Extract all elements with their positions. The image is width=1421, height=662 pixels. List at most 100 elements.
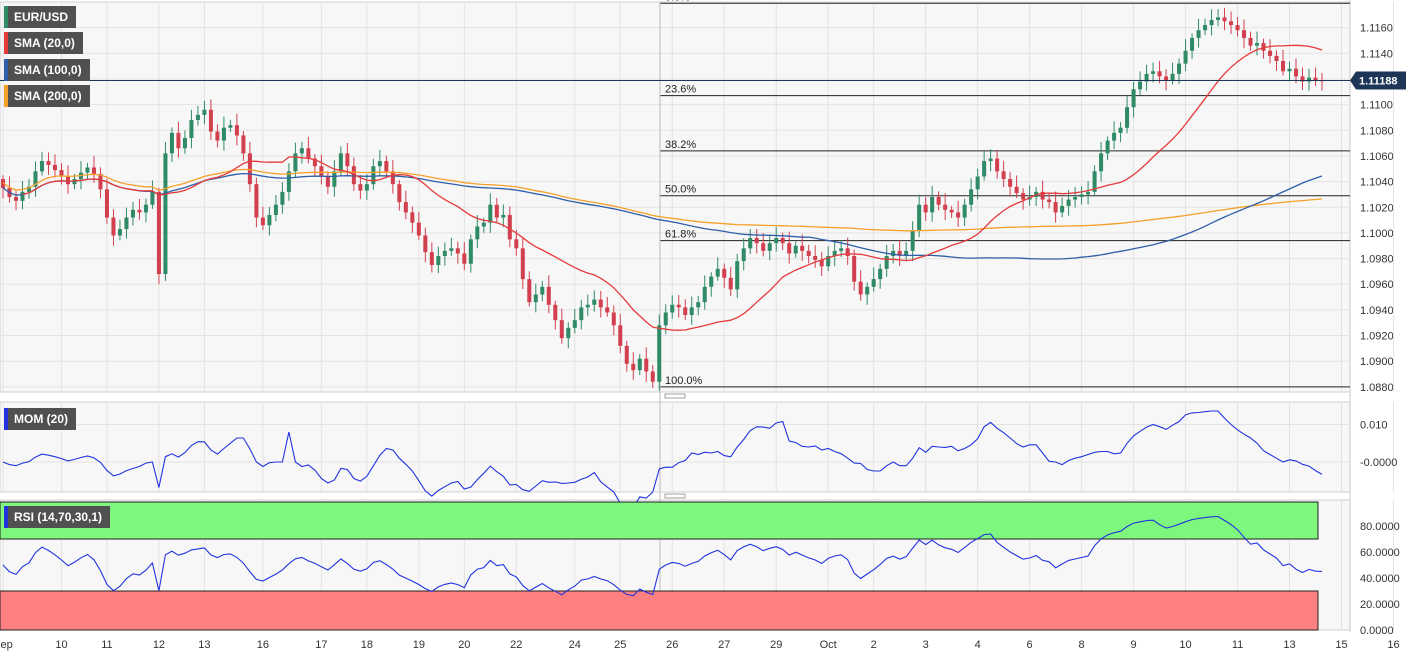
candle-body: [631, 363, 636, 371]
candle-body: [488, 204, 493, 223]
price-tick-label: 1.1020: [1360, 202, 1394, 214]
candle-body: [299, 148, 304, 154]
candle-body: [1313, 77, 1318, 81]
candle-body: [1144, 73, 1149, 82]
candle-body: [806, 250, 811, 257]
candle-body: [1229, 21, 1234, 26]
candle-body: [1138, 81, 1143, 90]
rsi-tick-label: 60.0000: [1360, 547, 1400, 559]
fib-level-label: 23.6%: [665, 84, 696, 96]
candle-body: [644, 358, 649, 372]
x-tick-label: 15: [1335, 639, 1347, 651]
candle-body: [748, 238, 753, 249]
sma200-line: [2, 168, 1323, 232]
candle-body: [312, 158, 317, 167]
candle-body: [306, 148, 311, 159]
candle-body: [1118, 127, 1123, 133]
candle-body: [637, 358, 642, 371]
candle-body: [26, 186, 32, 192]
sma20-legend[interactable]: SMA (20,0): [4, 32, 83, 54]
candle-body: [1086, 191, 1091, 195]
candle-body: [1196, 30, 1201, 38]
mom-legend[interactable]: MOM (20): [4, 408, 76, 430]
candle-body: [546, 286, 551, 305]
candle-body: [878, 268, 883, 280]
candle-body: [572, 320, 577, 328]
candle-body: [949, 209, 954, 213]
sma20-line: [22, 44, 1323, 331]
candle-body: [858, 281, 863, 295]
candle-body: [585, 304, 590, 308]
rsi-legend[interactable]: RSI (14,70,30,1): [4, 506, 111, 528]
candle-body: [956, 212, 961, 218]
candle-body: [566, 327, 571, 339]
instrument-swatch: [4, 6, 8, 28]
candle-body: [150, 191, 155, 205]
candle-body: [358, 184, 363, 191]
candle-body: [351, 166, 356, 185]
x-tick-label: 4: [975, 639, 981, 651]
candle-body: [176, 132, 181, 149]
candle-body: [1099, 153, 1104, 172]
candle-body: [1105, 140, 1110, 154]
candle-body: [59, 170, 64, 177]
candle-body: [377, 161, 382, 167]
rsi-swatch: [4, 506, 8, 528]
x-tick-label: 18: [361, 639, 373, 651]
mom-panel: [0, 401, 1351, 493]
candle-body: [780, 238, 785, 244]
candle-body: [845, 248, 850, 257]
candle-body: [390, 171, 395, 185]
x-tick-label: 19: [413, 639, 425, 651]
candle-body: [267, 214, 272, 226]
sma100-label: SMA (100,0): [14, 63, 82, 77]
candle-body: [65, 176, 70, 185]
x-tick-label: 10: [1179, 639, 1191, 651]
candle-body: [514, 239, 519, 249]
candle-body: [1306, 77, 1312, 82]
candle-body: [1190, 37, 1195, 51]
candle-body: [650, 371, 655, 382]
price-tick-label: 1.1060: [1360, 151, 1394, 163]
candle-body: [800, 245, 805, 251]
candle-body: [202, 109, 207, 115]
candle-body: [787, 243, 792, 254]
candle-body: [683, 307, 688, 316]
candle-body: [975, 176, 980, 190]
candle-body: [936, 197, 941, 205]
candle-body: [247, 153, 252, 185]
candle-body: [475, 226, 480, 240]
candle-body: [741, 248, 746, 262]
candle-body: [1281, 61, 1286, 72]
fib-level-label: 100.0%: [665, 375, 703, 387]
candle-body: [403, 202, 408, 213]
candle-body: [397, 184, 402, 203]
sma100-legend[interactable]: SMA (100,0): [4, 59, 90, 81]
candle-body: [891, 250, 896, 257]
candle-body: [819, 259, 824, 267]
candle-body: [1040, 191, 1045, 200]
sma200-legend[interactable]: SMA (200,0): [4, 85, 90, 107]
x-tick-label: 12: [153, 639, 165, 651]
candle-body: [273, 204, 278, 215]
candle-body: [1131, 89, 1136, 108]
candle-body: [728, 277, 733, 290]
candle-body: [1014, 186, 1019, 194]
candle-body: [241, 135, 246, 154]
candle-body: [455, 248, 460, 254]
price-tick-label: 1.0960: [1360, 279, 1394, 291]
x-tick-label: 8: [1079, 639, 1085, 651]
candle-body: [1157, 71, 1162, 77]
candle-body: [1216, 17, 1221, 20]
candle-body: [124, 217, 129, 230]
instrument-tag[interactable]: EUR/USD: [4, 6, 77, 28]
fib-level-label: 0.0%: [665, 0, 690, 3]
price-tick-label: 1.0880: [1360, 382, 1394, 394]
candle-body: [111, 217, 116, 236]
candle-body: [1203, 25, 1208, 31]
candle-body: [520, 248, 525, 280]
x-tick-label: Sep: [0, 639, 13, 651]
candle-body: [494, 204, 499, 218]
candle-body: [449, 248, 454, 251]
candle-body: [1177, 63, 1182, 74]
